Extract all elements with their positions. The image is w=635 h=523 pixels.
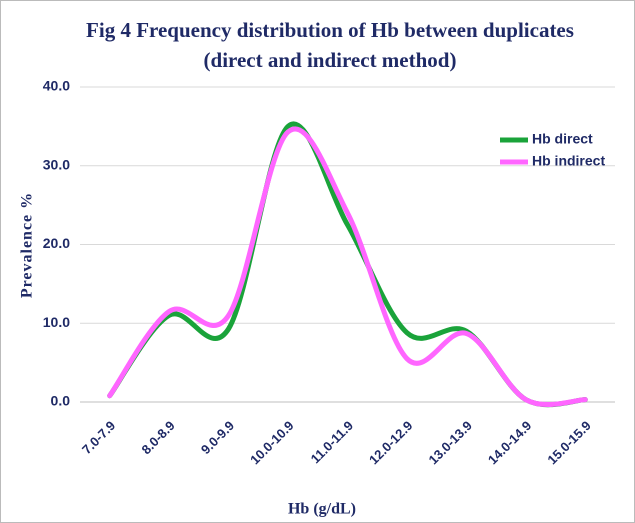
y-tick-label: 0.0	[51, 393, 71, 409]
series-line	[107, 126, 588, 408]
y-tick-label: 10.0	[43, 314, 70, 330]
x-axis-label: Hb (g/dL)	[288, 501, 356, 518]
chart-subtitle: (direct and indirect method)	[204, 48, 457, 72]
y-axis-label: Prevalence %	[19, 192, 36, 298]
chart-title: Fig 4 Frequency distribution of Hb betwe…	[86, 18, 574, 42]
legend-label: Hb direct	[532, 131, 593, 147]
y-tick-label: 20.0	[43, 235, 70, 251]
legend-label: Hb indirect	[532, 153, 605, 169]
y-tick-label: 40.0	[43, 78, 70, 94]
y-tick-label: 30.0	[43, 156, 70, 172]
